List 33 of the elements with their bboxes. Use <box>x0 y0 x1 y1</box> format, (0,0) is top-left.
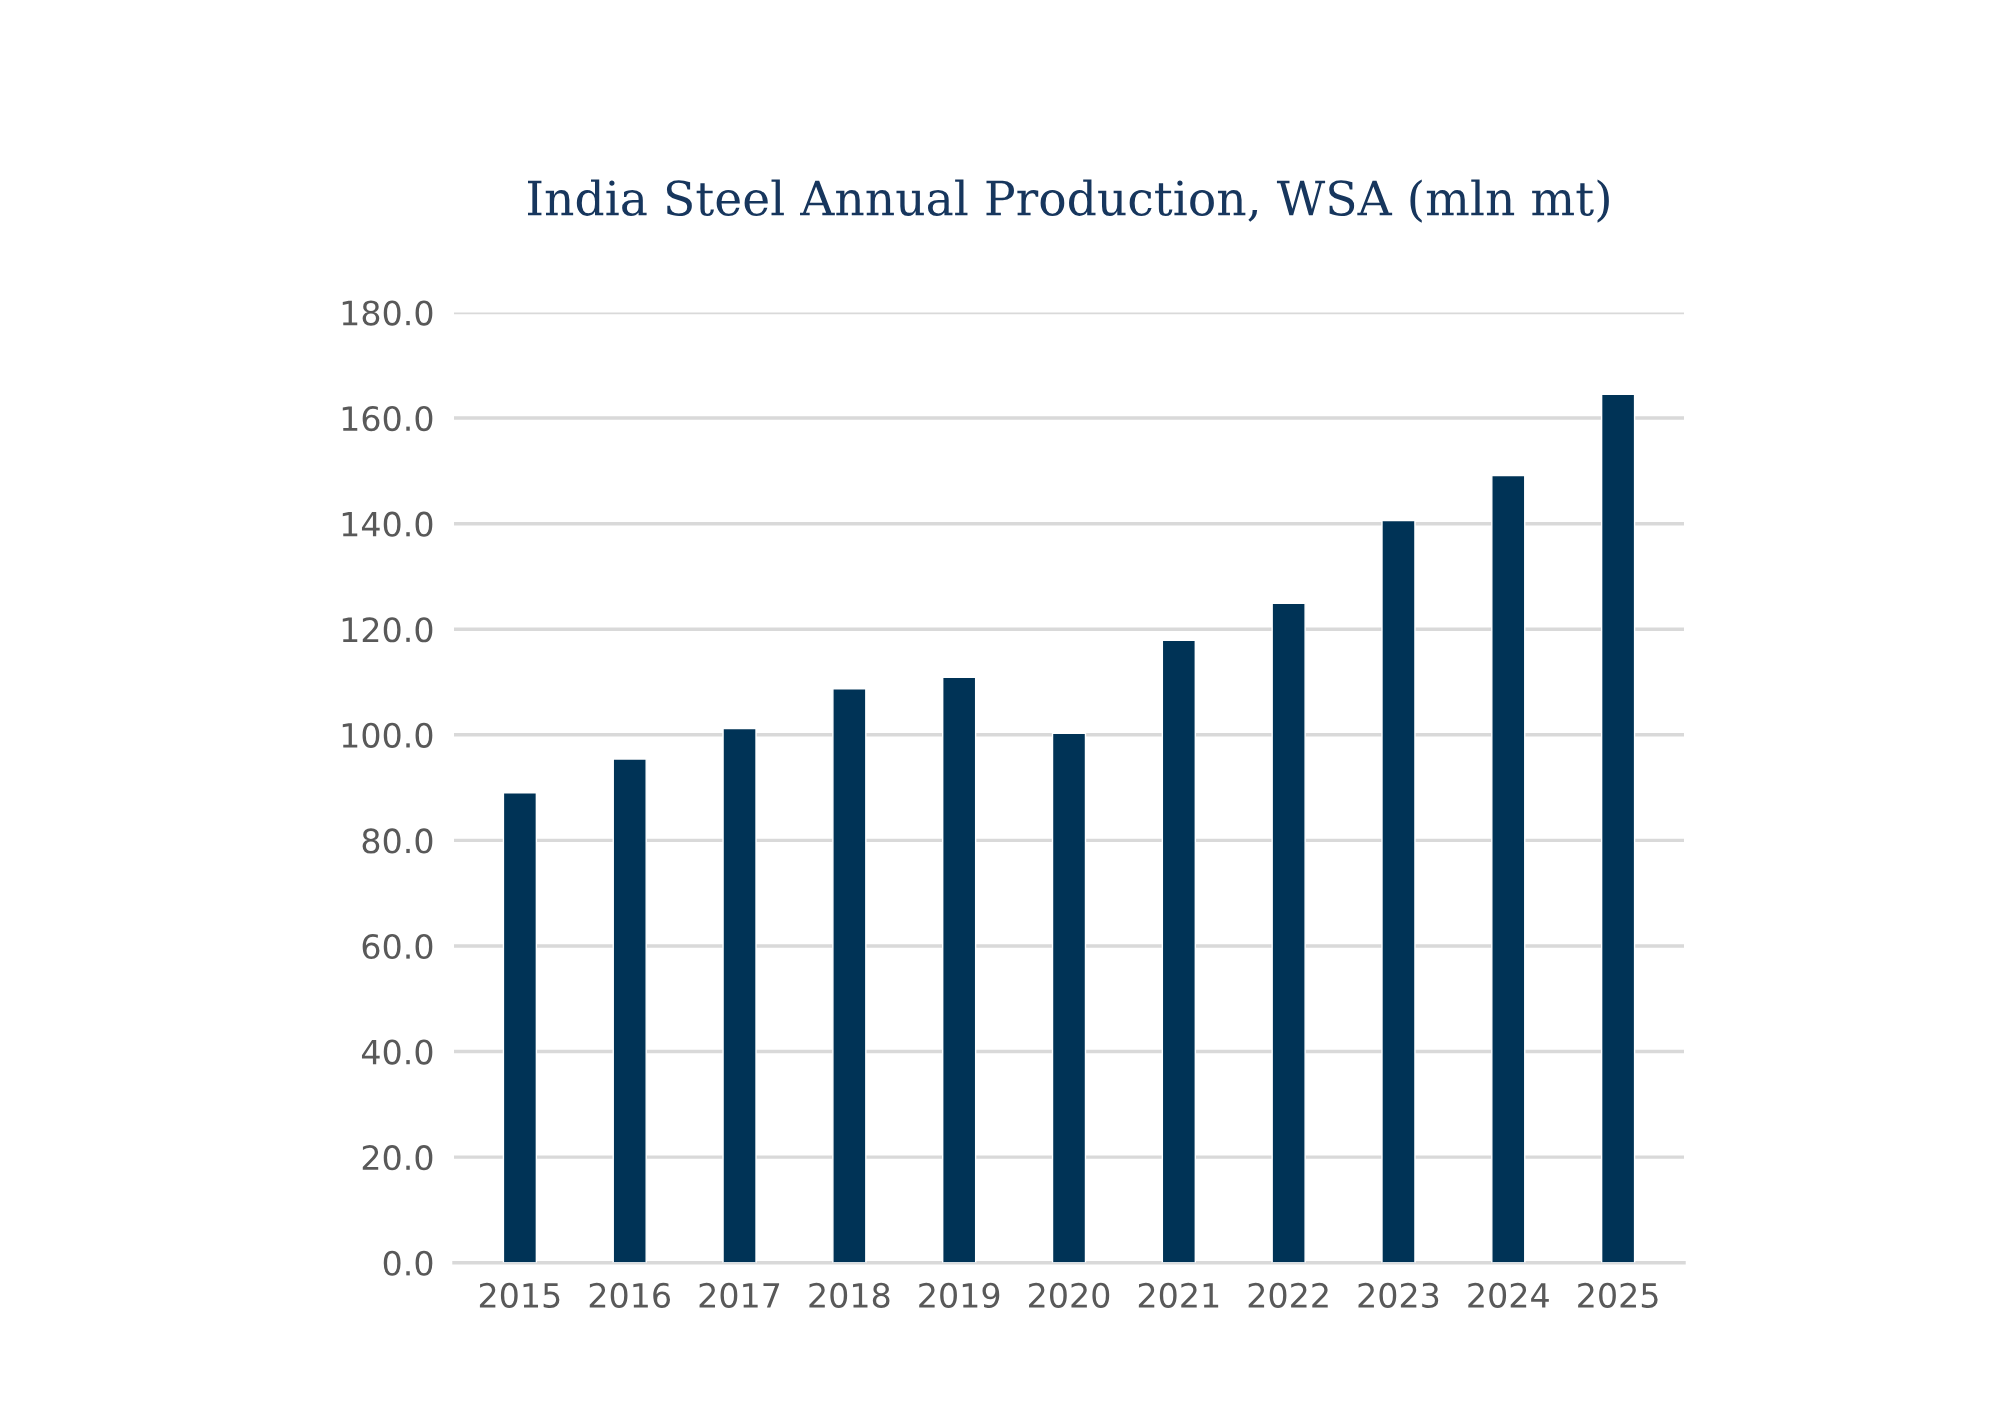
bar <box>1161 639 1196 1263</box>
y-tick-label: 160.0 <box>342 406 433 432</box>
x-tick-label: 2025 <box>1578 1282 1658 1308</box>
y-tick-label: 180.0 <box>342 300 433 326</box>
bar <box>832 688 867 1263</box>
bar <box>1600 393 1636 1263</box>
y-tick-label: 0.0 <box>383 1250 433 1276</box>
bar <box>942 676 977 1263</box>
bar <box>1491 474 1526 1263</box>
bar <box>722 727 757 1263</box>
x-tick-label: 2015 <box>479 1282 560 1308</box>
bar <box>1051 732 1087 1263</box>
x-tick-label: 2019 <box>919 1282 1000 1308</box>
y-tick-label: 100.0 <box>342 722 433 748</box>
x-tick-label: 2024 <box>1468 1282 1549 1308</box>
x-tick-label: 2017 <box>699 1282 780 1308</box>
bar <box>502 792 538 1263</box>
y-tick-label: 20.0 <box>362 1145 433 1171</box>
y-tick-label: 60.0 <box>362 933 433 960</box>
bar <box>612 758 647 1263</box>
bar <box>1271 602 1306 1263</box>
x-tick-label: 2022 <box>1248 1282 1328 1308</box>
x-tick-label: 2018 <box>809 1282 890 1308</box>
chart-title: India Steel Annual Production, WSA (mln mt) <box>528 179 1609 223</box>
y-tick-label: 80.0 <box>362 828 433 854</box>
bar <box>1381 519 1416 1263</box>
y-tick-label: 40.0 <box>361 1039 433 1065</box>
x-tick-label: 2023 <box>1358 1282 1439 1308</box>
x-tick-label: 2021 <box>1138 1282 1219 1308</box>
y-tick-label: 140.0 <box>342 511 433 537</box>
x-tick-label: 2016 <box>589 1282 671 1308</box>
y-tick-label: 120.0 <box>342 617 433 643</box>
x-tick-label: 2020 <box>1029 1282 1110 1308</box>
